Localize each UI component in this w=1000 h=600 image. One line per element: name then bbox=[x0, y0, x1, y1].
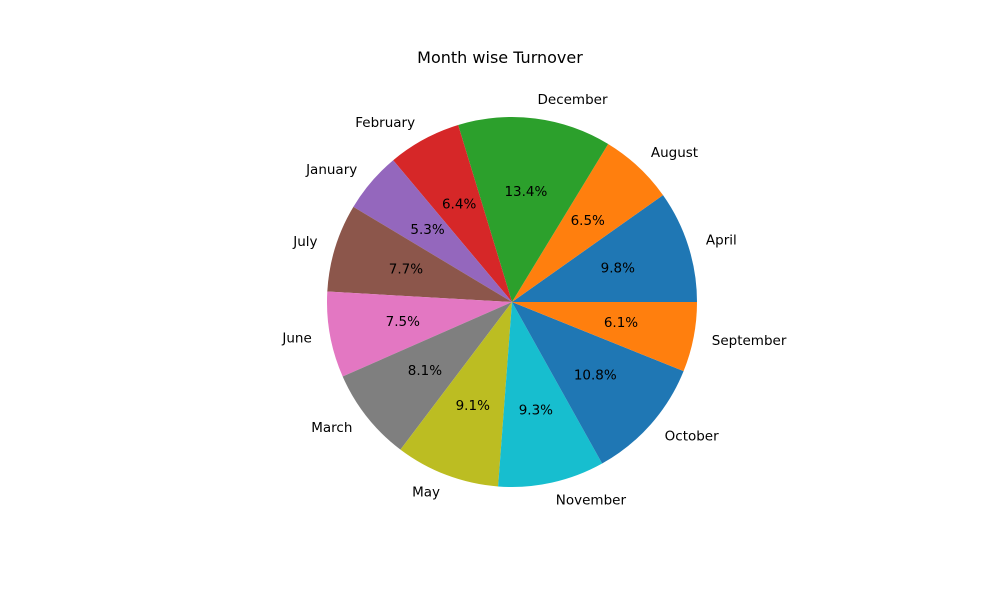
slice-percent-april: 9.8% bbox=[601, 260, 635, 276]
slice-percent-march: 8.1% bbox=[408, 363, 442, 379]
pie-slice-september bbox=[512, 302, 698, 372]
slice-percent-november: 9.3% bbox=[519, 402, 553, 418]
slice-label-november: November bbox=[556, 493, 627, 509]
slice-percent-february: 6.4% bbox=[442, 196, 476, 212]
slice-label-october: October bbox=[665, 429, 719, 445]
slice-percent-january: 5.3% bbox=[410, 222, 444, 238]
pie-slice-january bbox=[353, 160, 512, 302]
slice-percent-august: 6.5% bbox=[571, 213, 605, 229]
pie-labels: April 9.8% August 6.5% December 13.4% February… bbox=[281, 92, 786, 509]
pie-slice-december bbox=[458, 117, 609, 302]
slice-percent-october: 10.8% bbox=[574, 367, 617, 383]
pie-slice-april bbox=[512, 195, 697, 302]
pie-slice-august bbox=[512, 143, 664, 302]
pie-slice-february bbox=[393, 125, 512, 302]
pie-slice-march bbox=[342, 302, 512, 450]
slice-label-may: May bbox=[412, 484, 440, 500]
chart-title: Month wise Turnover bbox=[417, 48, 583, 67]
slice-label-april: April bbox=[706, 232, 737, 248]
slice-label-july: July bbox=[292, 234, 317, 250]
pie-wedges bbox=[327, 117, 698, 487]
pie-slice-october bbox=[512, 302, 684, 464]
slice-label-february: February bbox=[355, 115, 415, 131]
slice-percent-july: 7.7% bbox=[389, 261, 423, 277]
slice-label-march: March bbox=[311, 420, 352, 436]
slice-label-january: January bbox=[305, 162, 357, 178]
slice-label-september: September bbox=[712, 333, 787, 349]
slice-label-june: June bbox=[281, 330, 311, 346]
slice-label-december: December bbox=[538, 92, 608, 108]
pie-slice-june bbox=[327, 291, 512, 377]
slice-percent-may: 9.1% bbox=[456, 398, 490, 414]
slice-percent-june: 7.5% bbox=[386, 314, 420, 330]
pie-slice-november bbox=[498, 302, 603, 487]
slice-percent-september: 6.1% bbox=[604, 315, 638, 331]
slice-percent-december: 13.4% bbox=[504, 184, 547, 200]
pie-slice-july bbox=[327, 206, 512, 302]
slice-label-august: August bbox=[651, 145, 698, 161]
pie-slice-may bbox=[400, 302, 512, 487]
